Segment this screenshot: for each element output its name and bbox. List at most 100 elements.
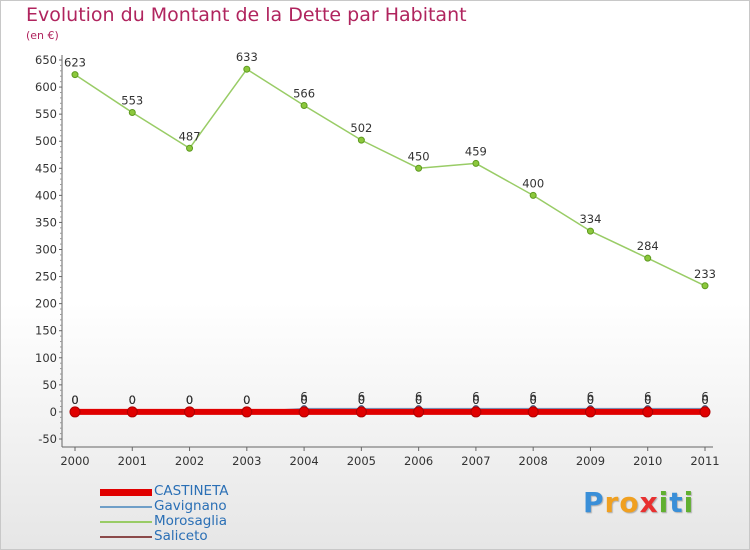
chart-subtitle: (en €) (26, 29, 59, 42)
x-tick-label: 2006 (404, 454, 433, 468)
data-point (355, 406, 367, 418)
x-tick-label: 2005 (347, 454, 376, 468)
chart-title: Evolution du Montant de la Dette par Hab… (26, 4, 467, 26)
logo-letter: x (639, 486, 659, 519)
data-point (357, 136, 365, 144)
data-point (298, 406, 310, 418)
data-point (243, 65, 251, 73)
data-label: 0 (186, 393, 193, 407)
data-point (701, 282, 709, 290)
data-label: 233 (694, 267, 716, 281)
legend-label: Gavignano (154, 498, 227, 514)
data-point (584, 406, 596, 418)
y-tick-label: 250 (35, 270, 57, 284)
y-tick-label: 400 (35, 188, 57, 202)
data-label: 0 (186, 393, 193, 407)
y-tick-label: 450 (35, 161, 57, 175)
data-point (69, 406, 81, 418)
legend-label: Morosaglia (154, 513, 228, 529)
data-label: 0 (530, 393, 537, 407)
data-label: 0 (129, 393, 136, 407)
data-point (413, 406, 425, 418)
data-label: 0 (644, 393, 651, 407)
x-tick-label: 2004 (289, 454, 318, 468)
data-label: 0 (587, 393, 594, 407)
y-tick-label: 200 (35, 297, 57, 311)
x-tick-label: 2002 (175, 454, 204, 468)
y-tick-label: 50 (42, 378, 57, 392)
legend-swatch (100, 506, 152, 508)
data-label: 334 (579, 212, 601, 226)
data-label: 0 (186, 393, 193, 407)
data-label: 459 (465, 144, 487, 158)
data-label: 0 (701, 393, 708, 407)
legend-label: CASTINETA (154, 483, 229, 499)
data-label: 0 (71, 393, 78, 407)
x-tick-label: 2007 (461, 454, 490, 468)
data-label: 0 (71, 393, 78, 407)
data-label: 6 (358, 390, 365, 404)
data-label: 6 (701, 390, 708, 404)
series-line (74, 68, 706, 287)
legend-label: Saliceto (154, 528, 208, 544)
data-label: 0 (587, 393, 594, 407)
x-tick-label: 2009 (576, 454, 605, 468)
data-label: 6 (587, 390, 594, 404)
data-label: 0 (472, 393, 479, 407)
y-tick-label: 300 (35, 243, 57, 257)
y-tick-label: 600 (35, 80, 57, 94)
logo-letter: r (604, 486, 620, 519)
data-label: 0 (243, 393, 250, 407)
x-tick-label: 2001 (118, 454, 147, 468)
data-label: 502 (350, 121, 372, 135)
logo-letter: i (683, 486, 695, 519)
y-tick-label: -50 (38, 432, 57, 446)
legend-swatch (100, 488, 152, 496)
data-point (415, 164, 423, 172)
data-label: 6 (644, 390, 651, 404)
data-label: 0 (71, 393, 78, 407)
data-label: 0 (300, 393, 307, 407)
data-point (300, 101, 308, 109)
logo-letter: o (619, 486, 640, 519)
data-point (186, 144, 194, 152)
series-morosaglia (71, 65, 709, 290)
data-point (529, 191, 537, 199)
data-label: 0 (129, 393, 136, 407)
data-label: 0 (415, 393, 422, 407)
data-label: 0 (415, 393, 422, 407)
data-label: 6 (530, 390, 537, 404)
data-label: 487 (179, 129, 201, 143)
data-label: 623 (64, 56, 86, 70)
data-point (586, 227, 594, 235)
logo-letter: P (583, 486, 605, 519)
x-tick-label: 2000 (60, 454, 89, 468)
data-point (184, 406, 196, 418)
data-label: 400 (522, 176, 544, 190)
x-tick-label: 2010 (633, 454, 662, 468)
data-label: 0 (530, 393, 537, 407)
y-tick-label: 650 (35, 53, 57, 67)
data-point (126, 406, 138, 418)
data-label: 450 (408, 149, 430, 163)
x-tick-label: 2003 (232, 454, 261, 468)
legend-swatch (100, 521, 152, 523)
data-label: 0 (701, 393, 708, 407)
data-point (644, 254, 652, 262)
data-label: 0 (472, 393, 479, 407)
data-label: 0 (243, 393, 250, 407)
data-point (642, 406, 654, 418)
data-label: 6 (415, 390, 422, 404)
logo-letter: t (669, 486, 684, 519)
data-point (527, 406, 539, 418)
y-tick-label: 350 (35, 215, 57, 229)
series-castineta (69, 406, 711, 418)
y-tick-label: 100 (35, 351, 57, 365)
data-label: 6 (300, 390, 307, 404)
y-tick-label: 0 (50, 405, 57, 419)
data-point (699, 406, 711, 418)
data-point (128, 109, 136, 117)
data-label: 553 (121, 94, 143, 108)
